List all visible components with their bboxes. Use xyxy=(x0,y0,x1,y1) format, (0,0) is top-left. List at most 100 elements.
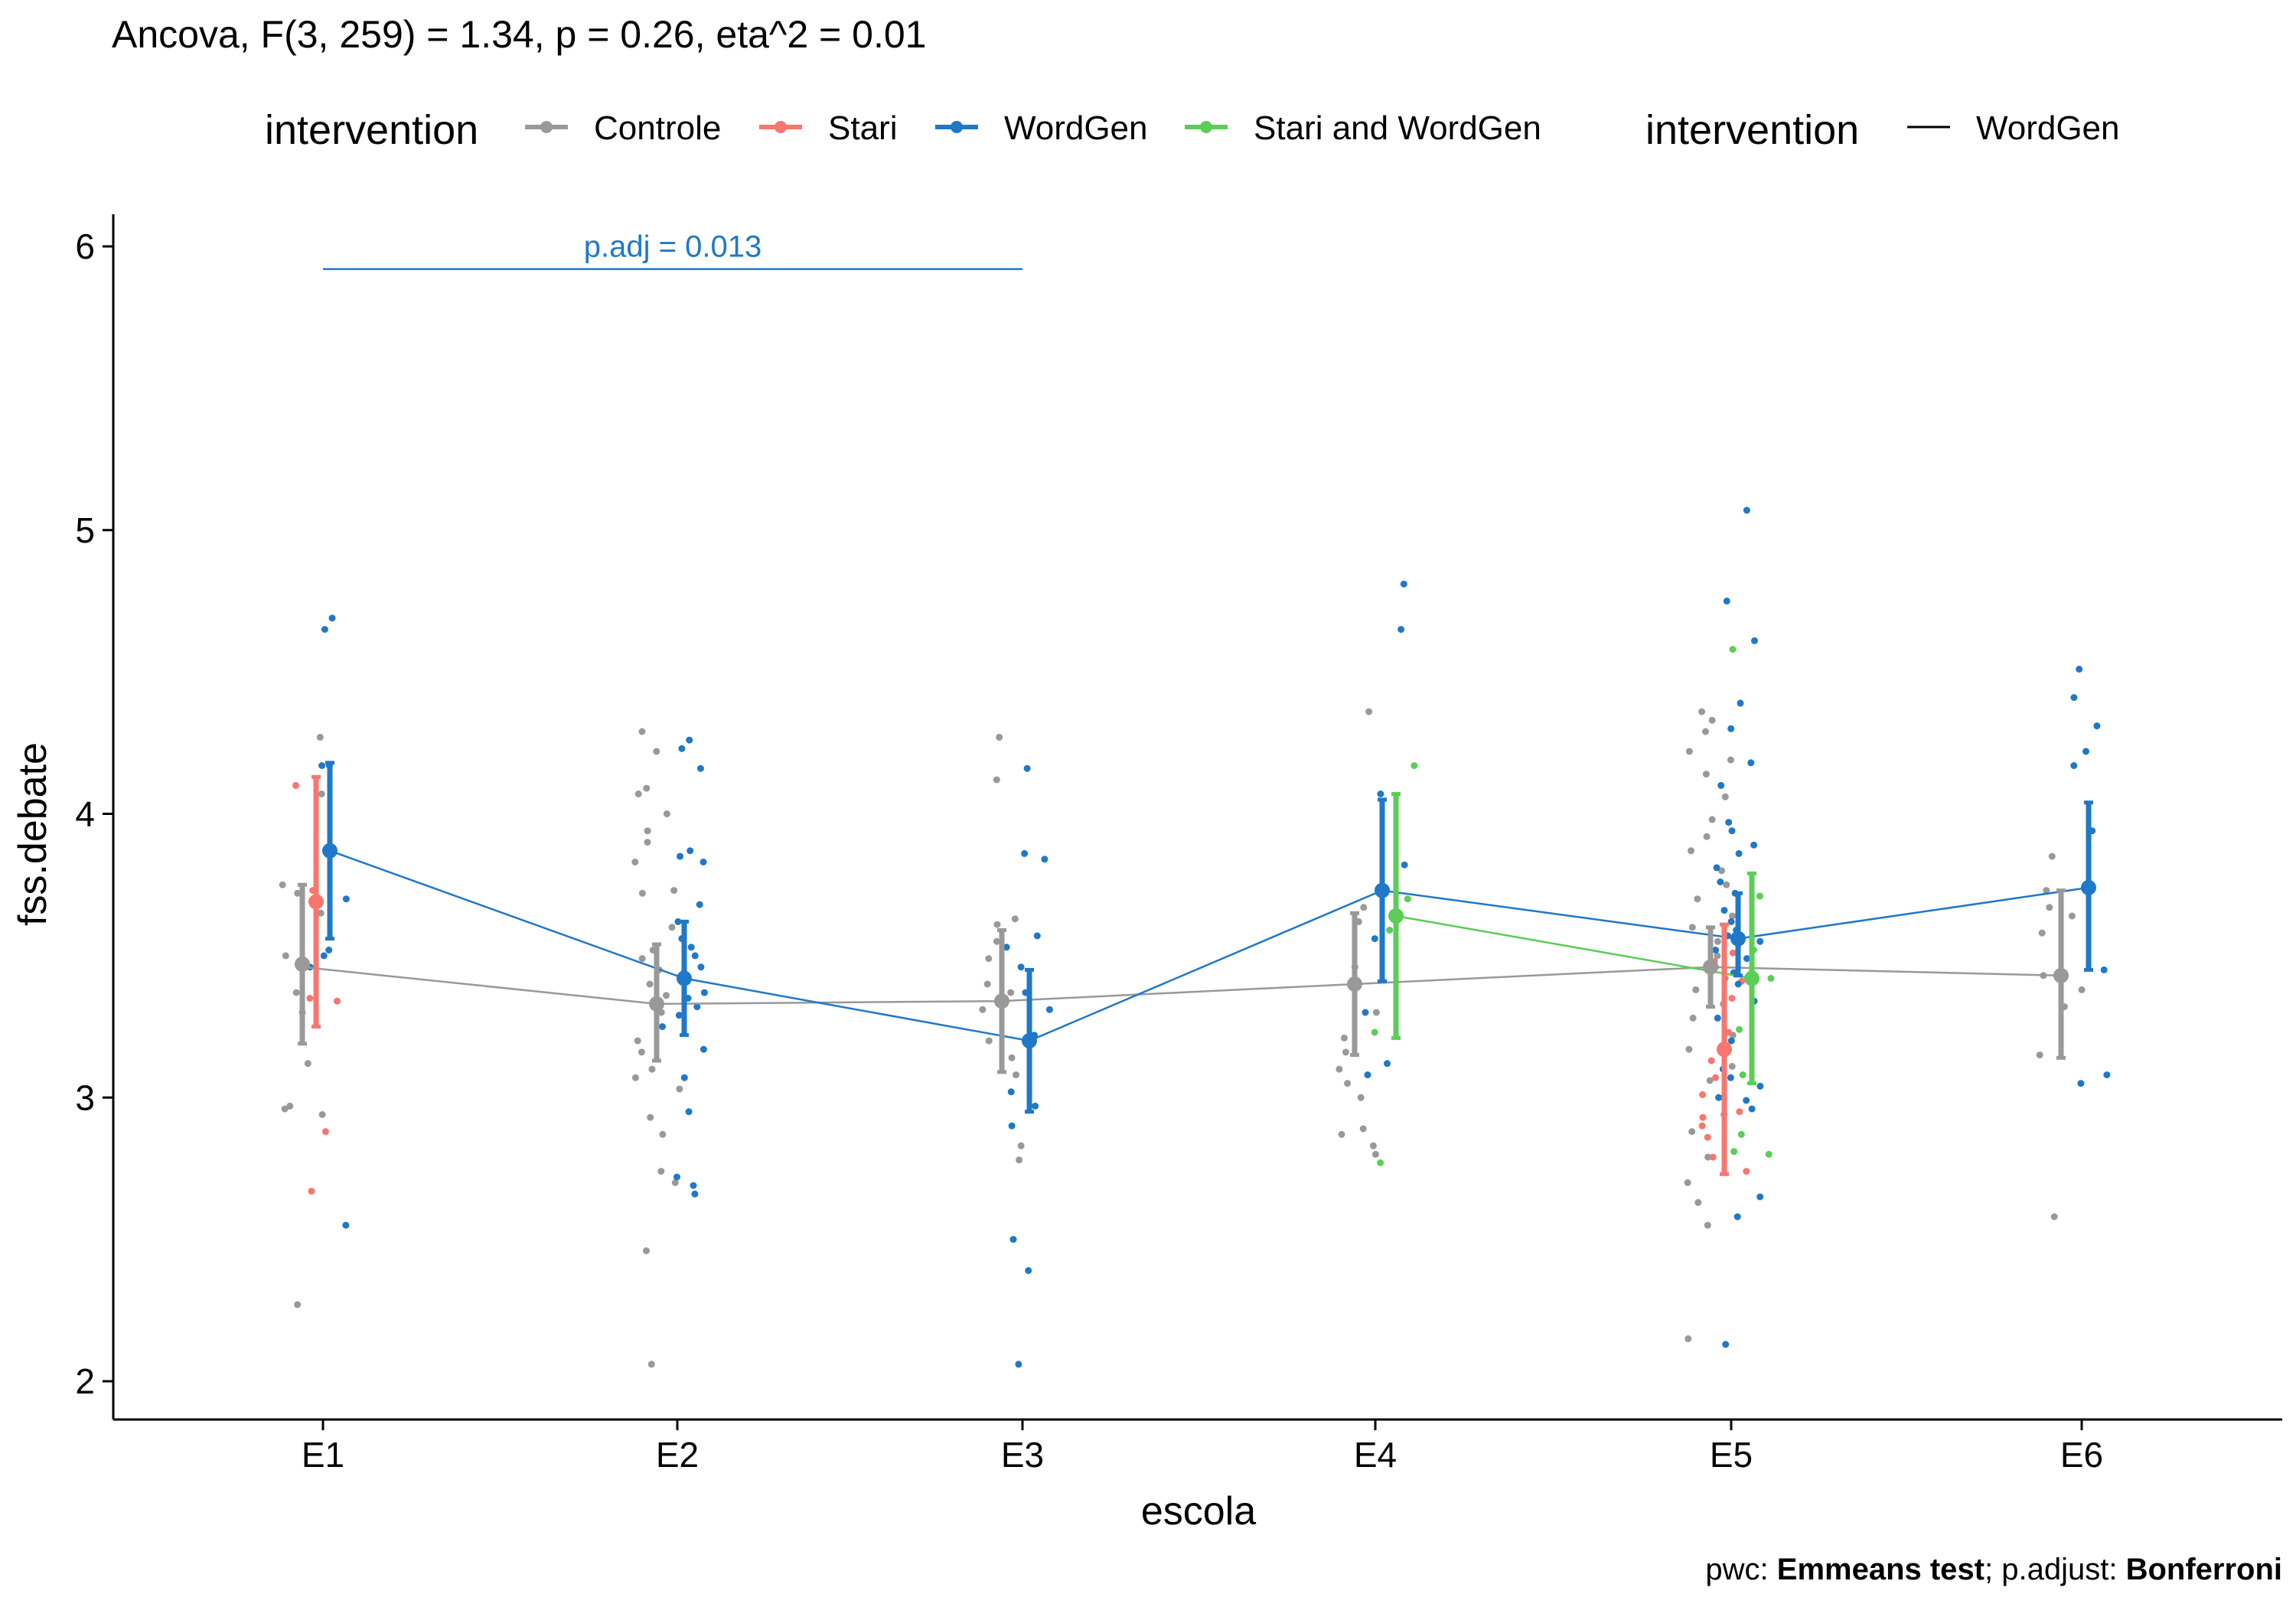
data-point-wordgen xyxy=(325,947,333,953)
error-bar-controle-e4 xyxy=(1347,911,1362,1058)
mean-point xyxy=(1022,1033,1037,1049)
error-bars xyxy=(295,761,2096,1176)
x-tick-label-e1: E1 xyxy=(302,1435,344,1475)
data-point-controle xyxy=(993,937,1000,945)
data-point-wordgen xyxy=(1384,1060,1391,1068)
error-bar-wordgen-e4 xyxy=(1375,797,1390,983)
data-point-stari xyxy=(1709,1153,1717,1161)
data-point-controle xyxy=(643,784,651,792)
data-point-controle xyxy=(1688,1128,1696,1136)
data-point-controle xyxy=(2043,887,2050,895)
data-point-wordgen xyxy=(1733,1213,1741,1221)
data-point-controle xyxy=(983,980,991,988)
data-point-wordgen xyxy=(1015,1361,1022,1368)
data-point-wordgen xyxy=(1717,781,1725,789)
legend-label: WordGen xyxy=(1004,109,1148,147)
data-point-wordgen xyxy=(1021,849,1029,857)
data-point-controle xyxy=(671,1179,679,1186)
data-point-wordgen xyxy=(1003,944,1010,951)
data-point-wordgen xyxy=(1032,1102,1039,1110)
caption-bold-part: Bonferroni xyxy=(2126,1553,2282,1586)
data-point-controle xyxy=(647,1361,655,1368)
data-point-stari-and-wordgen xyxy=(1404,895,1411,903)
data-point-controle xyxy=(294,889,302,897)
data-point-wordgen xyxy=(1397,626,1405,633)
data-point-controle xyxy=(644,827,651,835)
data-point-controle xyxy=(1692,986,1700,993)
data-point-controle xyxy=(1718,867,1726,875)
error-bar-wordgen-e2 xyxy=(677,919,692,1038)
data-point-controle xyxy=(985,955,993,963)
data-point-controle xyxy=(1721,793,1729,800)
data-point-wordgen xyxy=(1737,699,1744,707)
data-point-controle xyxy=(1698,708,1706,715)
data-point-controle xyxy=(2078,986,2086,993)
data-point-controle xyxy=(1338,1130,1345,1138)
data-point-wordgen xyxy=(1362,1009,1369,1016)
data-point-stari xyxy=(308,1188,315,1195)
data-point-controle xyxy=(985,1037,993,1045)
data-point-wordgen xyxy=(342,1221,350,1229)
data-point-wordgen xyxy=(1747,759,1755,767)
data-point-stari xyxy=(1699,1113,1707,1121)
data-point-controle xyxy=(317,909,325,917)
mean-lines xyxy=(302,849,2089,1042)
data-point-wordgen xyxy=(318,762,326,769)
error-bar-stari-e1 xyxy=(308,774,324,1029)
legend-item-controle: Controle xyxy=(525,109,721,147)
mean-point xyxy=(1744,970,1760,986)
data-point-controle xyxy=(657,1168,665,1175)
data-point-controle xyxy=(292,989,300,996)
error-bar-stari-and-wordgen-e5 xyxy=(1744,871,1760,1086)
legend-label: Stari and WordGen xyxy=(1254,109,1541,147)
data-point-wordgen xyxy=(1377,790,1384,797)
x-tick-label-e6: E6 xyxy=(2060,1435,2103,1475)
data-point-wordgen xyxy=(1041,856,1049,863)
data-point-stari-and-wordgen xyxy=(1739,1071,1746,1079)
data-point-wordgen xyxy=(328,614,336,622)
data-point-controle xyxy=(1369,1142,1377,1149)
data-point-wordgen xyxy=(1735,849,1743,857)
caption-bold-part: Emmeans test xyxy=(1777,1553,1985,1586)
data-point-controle xyxy=(2036,1051,2043,1059)
data-point-wordgen xyxy=(1725,819,1733,826)
data-point-controle xyxy=(279,881,286,888)
legend-key-dot xyxy=(1200,121,1212,133)
data-point-wordgen xyxy=(1727,1037,1735,1045)
data-point-wordgen xyxy=(1748,1105,1756,1113)
data-point-controle xyxy=(996,733,1003,741)
data-point-wordgen xyxy=(2093,722,2101,730)
data-point-wordgen xyxy=(1023,764,1031,772)
data-point-controle xyxy=(993,776,1000,784)
mean-point xyxy=(1388,908,1404,924)
mean-point xyxy=(2053,967,2069,983)
legend-item-stari: Stari xyxy=(759,109,897,147)
data-point-wordgen xyxy=(2070,694,2078,701)
legend-line-title: intervention xyxy=(1645,107,1859,153)
x-tick-label-e4: E4 xyxy=(1354,1435,1397,1475)
data-point-controle xyxy=(281,1105,289,1113)
data-point-wordgen xyxy=(1008,1122,1016,1129)
data-point-controle xyxy=(1729,912,1736,920)
data-point-controle xyxy=(647,1113,654,1121)
x-axis-label: escola xyxy=(1141,1489,1256,1534)
data-point-wordgen xyxy=(1371,935,1378,943)
data-point-wordgen xyxy=(1743,955,1750,963)
data-point-stari xyxy=(1698,1122,1706,1129)
data-point-wordgen xyxy=(1715,1094,1723,1101)
y-tick-label: 3 xyxy=(75,1077,95,1117)
data-point-wordgen xyxy=(659,1023,666,1031)
mean-point xyxy=(308,894,324,910)
data-point-stari-and-wordgen xyxy=(1377,1159,1384,1166)
data-point-controle xyxy=(1013,1071,1019,1079)
data-point-controle xyxy=(1007,989,1015,996)
mean-point xyxy=(1375,882,1390,898)
data-point-controle xyxy=(634,790,642,797)
data-point-stari xyxy=(306,995,314,1002)
legend-title: intervention xyxy=(265,107,478,153)
data-point-wordgen xyxy=(700,859,707,865)
data-point-stari xyxy=(1712,1074,1720,1081)
data-point-controle xyxy=(663,992,670,999)
chart-title: Ancova, F(3, 259) = 1.34, p = 0.26, eta^… xyxy=(112,13,926,56)
data-point-stari xyxy=(292,781,299,789)
